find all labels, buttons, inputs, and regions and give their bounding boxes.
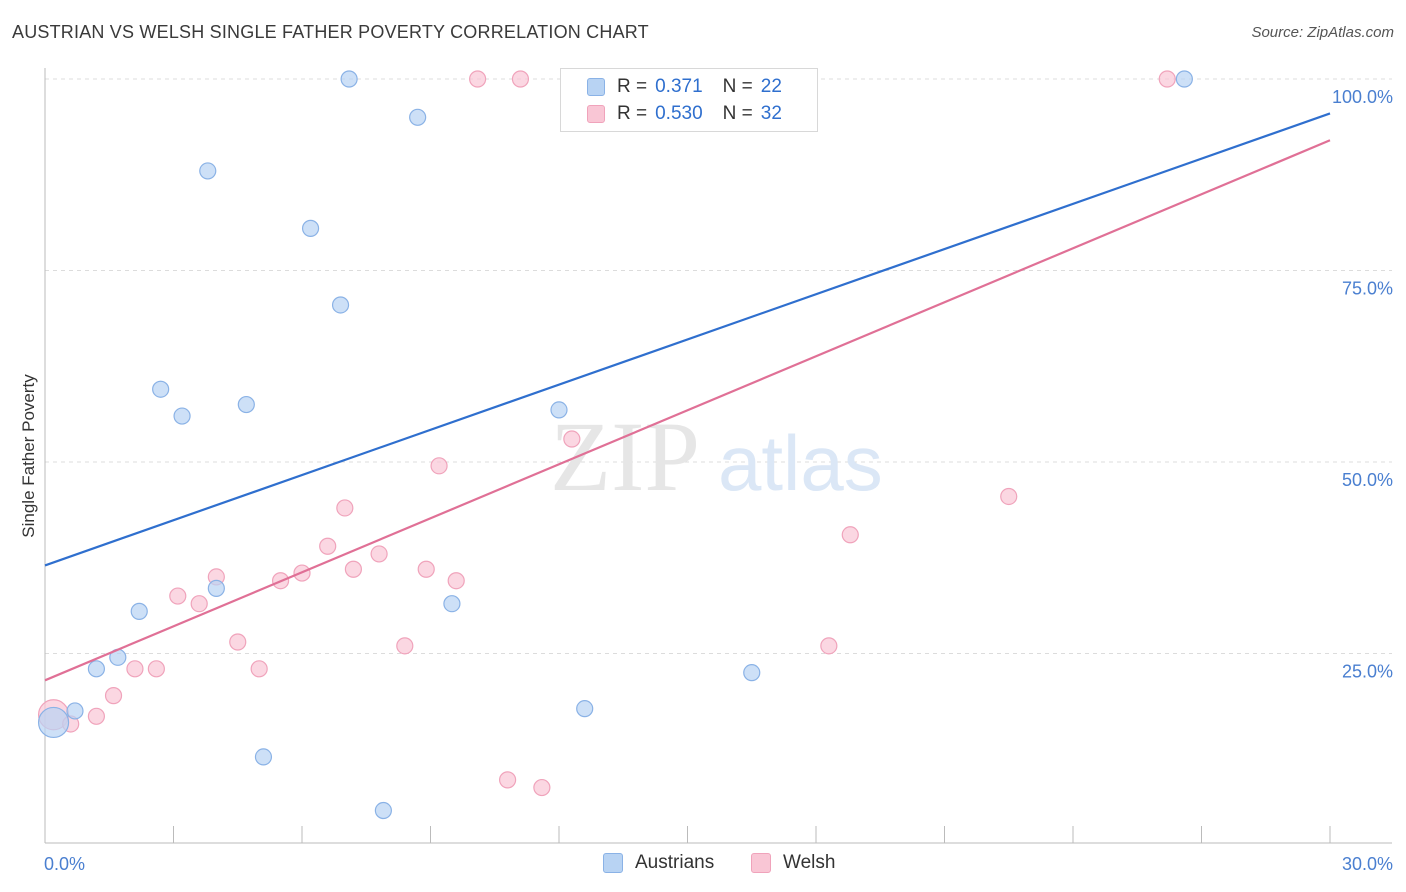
austrians-point [374,801,392,820]
austrians-point [207,579,225,597]
legend-item-welsh: Welsh [751,852,835,874]
austrians-point [1175,70,1193,88]
trend-lines [44,112,1331,682]
x-tick-label: 30.0% [1342,854,1393,874]
series-legend: Austrians Welsh [0,852,1406,876]
austrians-point [66,702,84,720]
welsh-point [1000,487,1018,506]
legend-r-value: 0.371 [655,76,703,97]
austrians-point [340,70,358,88]
welsh-point [533,778,551,797]
welsh-point [87,707,106,725]
legend-n-label: N = [722,76,753,97]
welsh-point [1158,70,1176,88]
austrians-point [409,108,427,126]
welsh-point [147,660,165,678]
legend-n-label: N = [722,103,753,124]
y-tick-label: 25.0% [1342,662,1393,682]
welsh-point [563,430,581,448]
austrians-point [254,748,273,766]
legend-r-label: R = [617,76,648,97]
welsh-point [229,633,247,651]
austrians-trend-line [44,112,1331,567]
welsh-point [319,537,337,555]
legend-label-welsh: Welsh [783,852,836,873]
welsh-point [126,660,144,678]
welsh-point [841,526,859,544]
chart-title: AUSTRIAN VS WELSH SINGLE FATHER POVERTY … [12,22,649,42]
welsh-point [190,595,208,613]
watermark-atlas: atlas [718,419,883,507]
welsh-point [396,637,414,655]
welsh-point [250,660,268,678]
austrians-swatch [603,853,623,873]
welsh-point [169,587,187,605]
legend-row-austrians: R = 0.371 N = 22 [587,75,782,99]
austrians-point [743,664,761,682]
austrians-point [173,407,191,425]
welsh-point [499,771,517,789]
austrians-point [199,162,217,180]
austrians-point [152,380,170,398]
austrians-point [443,595,461,613]
legend-row-welsh: R = 0.530 N = 32 [587,102,782,126]
austrians-point [301,219,320,237]
y-tick-label: 100.0% [1332,87,1393,107]
welsh-point [417,560,435,578]
austrians-point [37,706,70,739]
legend-item-austrians: Austrians [603,852,714,874]
austrians-point [331,296,350,314]
legend-n-value: 22 [760,76,782,97]
legend-r-label: R = [617,103,648,124]
legend-r-value: 0.530 [655,103,703,124]
welsh-point [430,457,448,475]
y-axis-label: Single Father Poverty [19,374,38,538]
source-credit: Source: ZipAtlas.com [1251,24,1394,41]
welsh-point [820,637,838,655]
austrians-point [130,602,148,620]
welsh-point [336,499,354,517]
y-tick-label: 50.0% [1342,470,1393,490]
welsh-point [511,70,530,88]
x-tick-labels: 0.0% 30.0% [44,854,1393,874]
welsh-point [469,70,487,88]
grid-lines [45,78,1392,654]
welsh-trend-line [44,139,1331,682]
correlation-legend: R = 0.371 N = 22 R = 0.530 N = 32 [560,68,818,132]
y-tick-label: 75.0% [1342,279,1393,299]
austrians-swatch [587,78,605,96]
x-tick-label: 0.0% [44,854,85,874]
austrians-point [550,401,568,419]
welsh-point [447,572,465,590]
welsh-swatch [751,853,771,873]
welsh-point [344,560,362,578]
watermark-zip: ZIP [550,401,700,512]
legend-n-value: 32 [760,103,782,124]
austrians-point [576,700,594,718]
legend-label-austrians: Austrians [635,852,715,873]
austrians-point [237,395,255,414]
austrians-point [87,660,106,678]
y-tick-labels: 25.0% 50.0% 75.0% 100.0% [1332,87,1393,682]
welsh-swatch [587,105,605,123]
austrians-points [37,70,1193,820]
welsh-point [370,545,388,563]
welsh-point [104,687,123,705]
